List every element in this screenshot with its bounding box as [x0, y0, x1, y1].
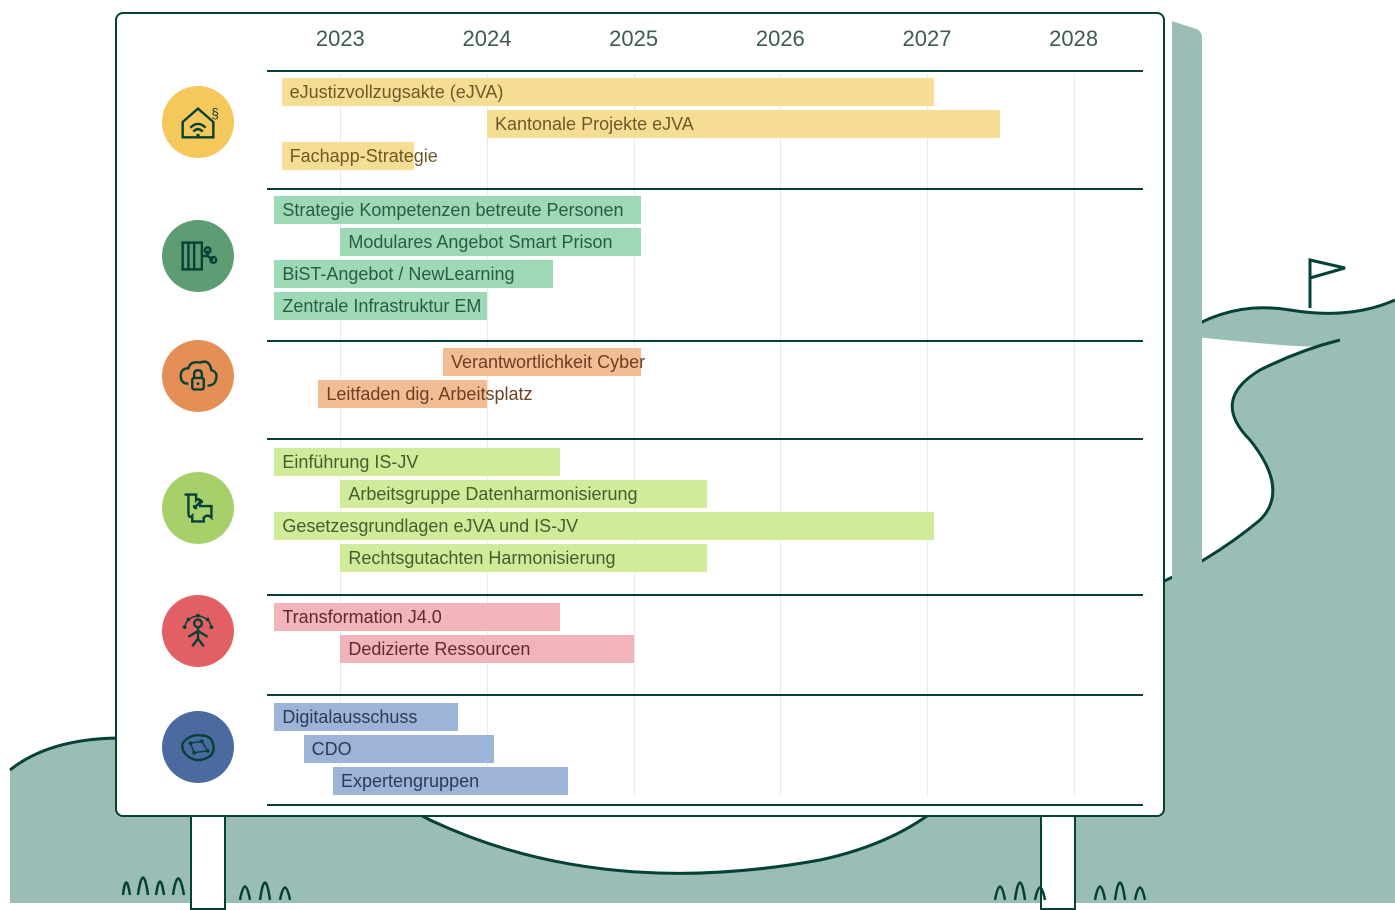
- gantt-bar: Digitalausschuss: [274, 703, 457, 731]
- digital-records-icon: §: [162, 86, 234, 158]
- gantt-bar: Modulares Angebot Smart Prison: [340, 228, 641, 256]
- gantt-bar: Dedizierte Ressourcen: [340, 635, 633, 663]
- gantt-bar-label: Fachapp-Strategie: [290, 146, 438, 167]
- gantt-bar: Strategie Kompetenzen betreute Personen: [274, 196, 641, 224]
- gantt-bar: Expertengruppen: [333, 767, 568, 795]
- gantt-bar: Einführung IS-JV: [274, 448, 560, 476]
- category-separator: [267, 694, 1143, 696]
- gantt-bar-label: Arbeitsgruppe Datenharmonisierung: [348, 484, 637, 505]
- gantt-bar-label: Verantwortlichkeit Cyber: [451, 352, 645, 373]
- gantt-bar: BiST-Angebot / NewLearning: [274, 260, 553, 288]
- gantt-bar: Verantwortlichkeit Cyber: [443, 348, 641, 376]
- year-label: 2023: [316, 26, 365, 52]
- category-separator: [267, 594, 1143, 596]
- gantt-bar-label: BiST-Angebot / NewLearning: [282, 264, 514, 285]
- category-separator: [267, 804, 1143, 806]
- gantt-bar: CDO: [304, 735, 495, 763]
- data-harmonisation-icon: [162, 472, 234, 544]
- gridline: [927, 74, 928, 795]
- gridline: [487, 74, 488, 795]
- gantt-bar-label: Expertengruppen: [341, 771, 479, 792]
- gantt-bar-label: Leitfaden dig. Arbeitsplatz: [326, 384, 532, 405]
- year-label: 2028: [1049, 26, 1098, 52]
- gantt-bar: Arbeitsgruppe Datenharmonisierung: [340, 480, 707, 508]
- gantt-bar-label: eJustizvollzugsakte (eJVA): [290, 82, 504, 103]
- billboard-shadow: [1172, 21, 1202, 827]
- governance-icon: [162, 711, 234, 783]
- gantt-bar: Leitfaden dig. Arbeitsplatz: [318, 380, 487, 408]
- gantt-chart: 2023 2024 2025 2026 2027 2028 § eJustizvollzugs…: [117, 14, 1163, 815]
- gantt-bar: Fachapp-Strategie: [282, 142, 414, 170]
- gantt-bar: Gesetzesgrundlagen eJVA und IS-JV: [274, 512, 934, 540]
- year-label: 2024: [463, 26, 512, 52]
- gantt-bar-label: Einführung IS-JV: [282, 452, 418, 473]
- gantt-bar: eJustizvollzugsakte (eJVA): [282, 78, 935, 106]
- cyber-security-icon: [162, 340, 234, 412]
- gridline: [340, 74, 341, 795]
- gantt-bar: Transformation J4.0: [274, 603, 560, 631]
- billboard: 2023 2024 2025 2026 2027 2028 § eJustizvollzugs…: [115, 12, 1165, 817]
- gridline: [780, 74, 781, 795]
- grass-tuft: [990, 855, 1060, 905]
- grass-tuft: [1090, 855, 1160, 905]
- grass-tuft: [118, 850, 198, 900]
- gantt-bar-label: Transformation J4.0: [282, 607, 441, 628]
- gantt-bar: Zentrale Infrastruktur EM: [274, 292, 487, 320]
- smart-prison-icon: [162, 220, 234, 292]
- gantt-bar-label: Zentrale Infrastruktur EM: [282, 296, 481, 317]
- grass-tuft: [235, 855, 305, 905]
- category-separator: [267, 340, 1143, 342]
- gantt-bar-label: Rechtsgutachten Harmonisierung: [348, 548, 615, 569]
- svg-text:§: §: [211, 106, 218, 121]
- gantt-bar-label: Kantonale Projekte eJVA: [495, 114, 694, 135]
- gantt-bar-label: Gesetzesgrundlagen eJVA und IS-JV: [282, 516, 578, 537]
- gridline: [634, 74, 635, 795]
- category-separator: [267, 188, 1143, 190]
- year-axis: 2023 2024 2025 2026 2027 2028: [267, 26, 1143, 66]
- category-separator: [267, 70, 1143, 72]
- gantt-bar: Kantonale Projekte eJVA: [487, 110, 1000, 138]
- gantt-bar-label: CDO: [312, 739, 352, 760]
- gantt-bar: Rechtsgutachten Harmonisierung: [340, 544, 707, 572]
- year-label: 2027: [903, 26, 952, 52]
- gantt-bar-label: Modulares Angebot Smart Prison: [348, 232, 612, 253]
- category-separator: [267, 438, 1143, 440]
- year-label: 2025: [609, 26, 658, 52]
- transformation-icon: [162, 595, 234, 667]
- gantt-bar-label: Dedizierte Ressourcen: [348, 639, 530, 660]
- gantt-bar-label: Strategie Kompetenzen betreute Personen: [282, 200, 623, 221]
- gridline: [1074, 74, 1075, 795]
- year-label: 2026: [756, 26, 805, 52]
- gantt-bar-label: Digitalausschuss: [282, 707, 417, 728]
